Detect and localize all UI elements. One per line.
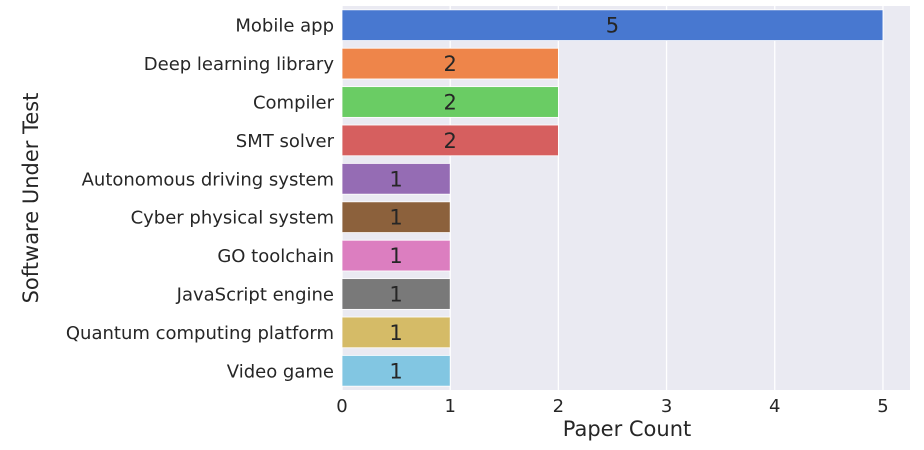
y-tick-label: Video game: [227, 361, 334, 382]
bar: [341, 239, 451, 272]
y-tick-label: GO toolchain: [217, 246, 334, 267]
bar: [341, 124, 559, 157]
bar: [341, 86, 559, 118]
y-tick-label: Quantum computing platform: [66, 323, 334, 344]
bar-value-label: 1: [389, 167, 402, 191]
bar: [341, 201, 451, 233]
bar-value-label: 1: [389, 206, 402, 230]
bar: [341, 316, 451, 349]
bar-value-label: 1: [389, 359, 402, 383]
bar: [341, 355, 451, 387]
y-tick-labels: Mobile app Deep learning library Compiler S…: [66, 16, 335, 383]
bar-value-label: 2: [444, 52, 457, 76]
bar-value-label: 1: [389, 321, 402, 345]
bar-value-label: 2: [444, 91, 457, 115]
y-tick-label: Deep learning library: [144, 54, 335, 75]
bar-value-label: 5: [606, 14, 619, 38]
x-tick-label: 2: [553, 396, 564, 417]
bar-value-label: 1: [389, 244, 402, 268]
x-tick-label: 3: [661, 396, 672, 417]
x-axis-title: Paper Count: [563, 417, 692, 441]
x-tick-label: 5: [877, 396, 888, 417]
bar-value-label: 1: [389, 283, 402, 307]
y-tick-label: Compiler: [253, 93, 335, 114]
y-tick-label: Mobile app: [235, 16, 334, 37]
y-tick-label: Cyber physical system: [131, 208, 334, 229]
bar: [341, 278, 451, 310]
y-axis-title: Software Under Test: [19, 93, 43, 304]
bar: [341, 163, 451, 195]
bar: [341, 47, 559, 80]
bar: [341, 9, 884, 41]
data-labels: 5 2 2 2 1 1 1 1 1 1: [389, 14, 619, 384]
x-tick-label: 1: [444, 396, 455, 417]
x-tick-labels: 0 1 2 3 4 5: [336, 396, 888, 417]
y-tick-label: Autonomous driving system: [82, 169, 334, 190]
y-tick-label: JavaScript engine: [176, 285, 334, 306]
bars: [341, 9, 884, 387]
bar-value-label: 2: [444, 129, 457, 153]
x-tick-label: 0: [336, 396, 347, 417]
x-tick-label: 4: [769, 396, 780, 417]
y-tick-label: SMT solver: [236, 131, 335, 152]
